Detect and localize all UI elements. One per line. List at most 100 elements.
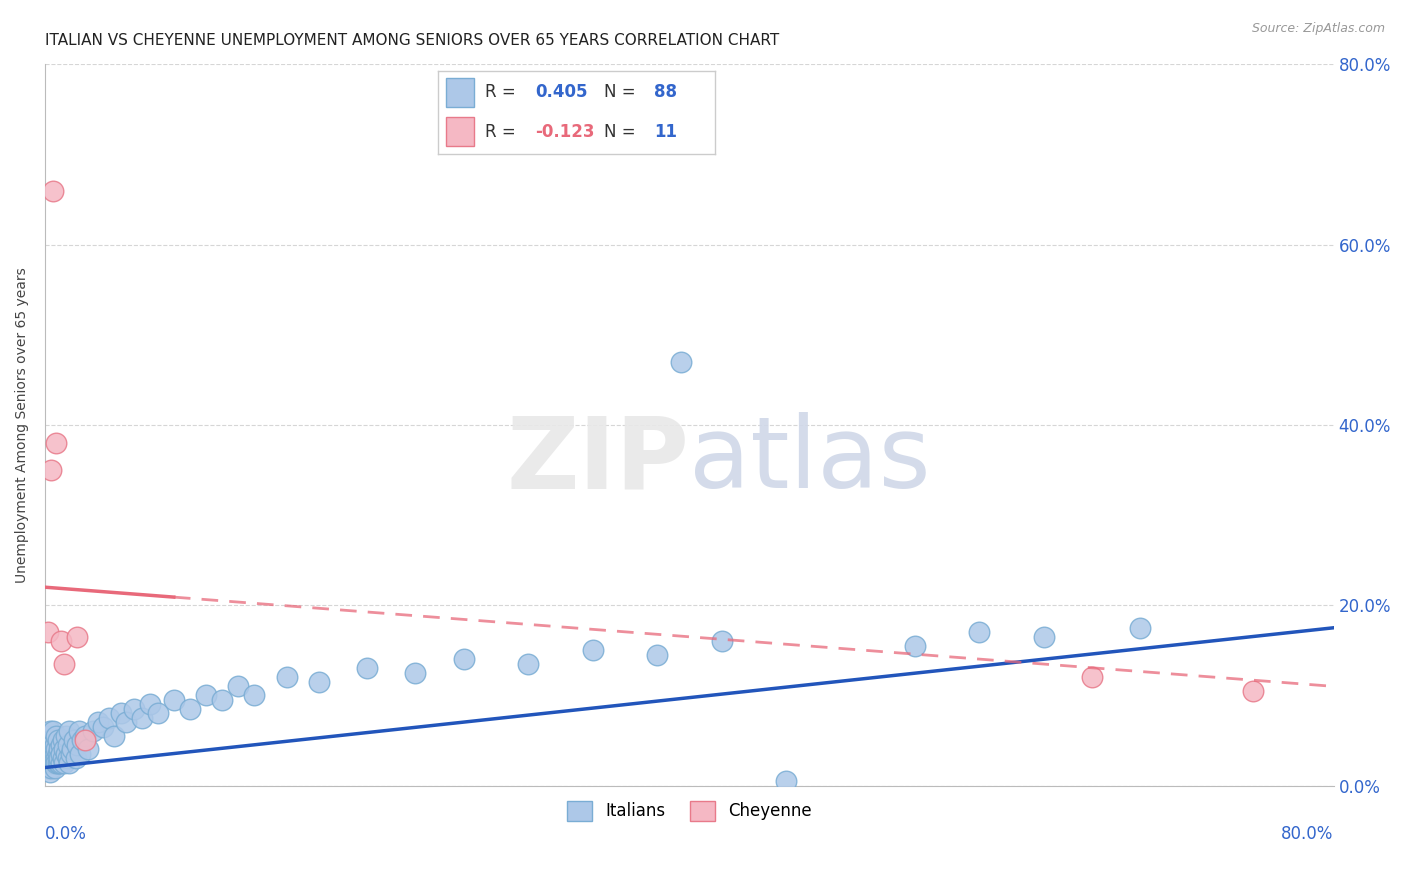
Point (38, 724, 60, 739)
Point (44, 760, 66, 774)
Point (66, 738, 89, 752)
Point (52, 733, 75, 747)
Point (1032, 630, 1054, 644)
Point (42, 742, 65, 756)
Point (75, 733, 97, 747)
Point (41, 760, 63, 774)
Point (645, 648, 668, 662)
Point (103, 729, 125, 743)
Point (42, 184, 65, 198)
Point (276, 670, 298, 684)
Point (179, 702, 201, 716)
Y-axis label: Unemployment Among Seniors over 65 years: Unemployment Among Seniors over 65 years (15, 267, 30, 582)
Point (42, 724, 65, 739)
Point (582, 643, 605, 657)
Point (59, 747, 82, 761)
Point (69, 747, 91, 761)
Point (42, 751, 65, 765)
Text: Source: ZipAtlas.com: Source: ZipAtlas.com (1251, 22, 1385, 36)
Point (37, 760, 59, 774)
Point (35, 733, 58, 747)
Point (41, 751, 63, 765)
Point (1241, 684, 1264, 698)
Point (211, 693, 233, 707)
Point (63, 733, 86, 747)
Point (1081, 670, 1104, 684)
Text: atlas: atlas (689, 412, 931, 509)
Point (45, 436, 67, 450)
Point (163, 693, 186, 707)
Point (56, 738, 79, 752)
Point (110, 706, 132, 721)
Point (48, 742, 70, 756)
Point (114, 715, 136, 730)
Point (58, 724, 80, 739)
Point (41, 463, 63, 477)
Point (49, 634, 72, 648)
Point (52, 751, 75, 765)
Point (49, 756, 72, 770)
Point (671, 355, 693, 369)
Point (77, 742, 100, 756)
Point (67, 724, 90, 739)
Point (98, 711, 121, 725)
Point (46, 747, 69, 761)
Point (53, 657, 76, 671)
Point (44, 738, 66, 752)
Point (453, 652, 475, 666)
Point (37, 625, 59, 640)
Point (37, 756, 59, 770)
Text: 80.0%: 80.0% (1281, 825, 1334, 843)
Point (66, 630, 89, 644)
Point (91, 720, 114, 734)
Point (308, 674, 330, 689)
Point (41, 733, 63, 747)
Legend: Italians, Cheyenne: Italians, Cheyenne (560, 794, 818, 828)
Point (38, 738, 60, 752)
Point (49, 738, 72, 752)
Point (226, 679, 249, 693)
Point (53, 756, 76, 770)
Point (37, 729, 59, 743)
Point (41, 738, 63, 752)
Point (45, 729, 67, 743)
Point (45, 751, 67, 765)
Point (82, 724, 104, 739)
Point (46, 756, 69, 770)
Point (38, 756, 60, 770)
Text: ZIP: ZIP (506, 412, 689, 509)
Point (517, 657, 540, 671)
Point (60, 742, 83, 756)
Point (87, 715, 110, 730)
Point (49, 747, 72, 761)
Point (131, 711, 153, 725)
Point (35, 751, 58, 765)
Point (55, 729, 77, 743)
Point (195, 689, 218, 703)
Point (75, 729, 97, 743)
Point (138, 698, 160, 712)
Point (243, 689, 266, 703)
Point (46, 733, 69, 747)
Point (146, 706, 169, 721)
Point (44, 756, 66, 770)
Point (65, 751, 87, 765)
Text: ITALIAN VS CHEYENNE UNEMPLOYMENT AMONG SENIORS OVER 65 YEARS CORRELATION CHART: ITALIAN VS CHEYENNE UNEMPLOYMENT AMONG S… (45, 33, 779, 48)
Point (710, 634, 733, 648)
Point (904, 639, 927, 653)
Point (48, 756, 70, 770)
Point (38, 747, 60, 761)
Point (45, 756, 67, 770)
Point (53, 742, 76, 756)
Point (404, 665, 426, 680)
Point (775, 774, 797, 789)
Point (967, 625, 990, 640)
Text: 0.0%: 0.0% (45, 825, 87, 843)
Point (37, 742, 59, 756)
Point (122, 702, 145, 716)
Point (356, 661, 378, 675)
Point (48, 751, 70, 765)
Point (55, 747, 77, 761)
Point (45, 742, 67, 756)
Point (44, 747, 66, 761)
